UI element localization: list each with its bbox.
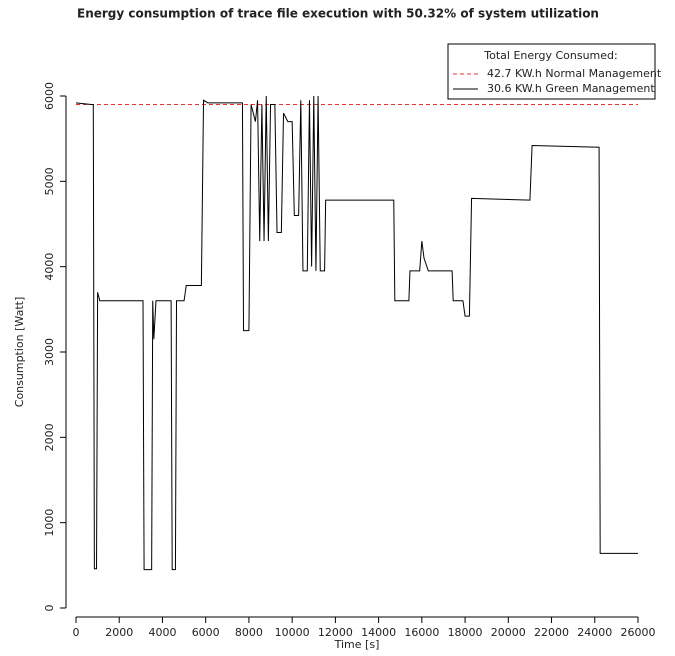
chart-title: Energy consumption of trace file executi… bbox=[77, 7, 599, 21]
legend-label: 42.7 KW.h Normal Management bbox=[487, 67, 662, 80]
y-tick-label: 1000 bbox=[43, 509, 56, 537]
y-tick-label: 6000 bbox=[43, 82, 56, 110]
x-tick-label: 10000 bbox=[275, 626, 310, 639]
x-tick-label: 24000 bbox=[577, 626, 612, 639]
x-tick-label: 16000 bbox=[404, 626, 439, 639]
y-tick-label: 4000 bbox=[43, 253, 56, 281]
x-tick-label: 0 bbox=[73, 626, 80, 639]
x-tick-label: 8000 bbox=[235, 626, 263, 639]
x-tick-label: 20000 bbox=[491, 626, 526, 639]
y-tick-label: 0 bbox=[43, 605, 56, 612]
x-tick-label: 2000 bbox=[105, 626, 133, 639]
legend-label: 30.6 KW.h Green Management bbox=[487, 82, 655, 95]
legend-box bbox=[447, 43, 656, 100]
legend-title: Total Energy Consumed: bbox=[483, 49, 617, 62]
y-tick-label: 5000 bbox=[43, 167, 56, 195]
y-tick-label: 3000 bbox=[43, 338, 56, 366]
x-tick-label: 14000 bbox=[361, 626, 396, 639]
x-tick-label: 12000 bbox=[318, 626, 353, 639]
y-tick-label: 2000 bbox=[43, 423, 56, 451]
x-tick-label: 6000 bbox=[192, 626, 220, 639]
x-tick-label: 26000 bbox=[621, 626, 656, 639]
x-tick-label: 22000 bbox=[534, 626, 569, 639]
y-axis-label: Consumption [Watt] bbox=[13, 297, 26, 407]
x-tick-label: 4000 bbox=[148, 626, 176, 639]
x-tick-label: 18000 bbox=[448, 626, 483, 639]
x-axis-label: Time [s] bbox=[334, 638, 380, 651]
series-line bbox=[75, 95, 638, 571]
